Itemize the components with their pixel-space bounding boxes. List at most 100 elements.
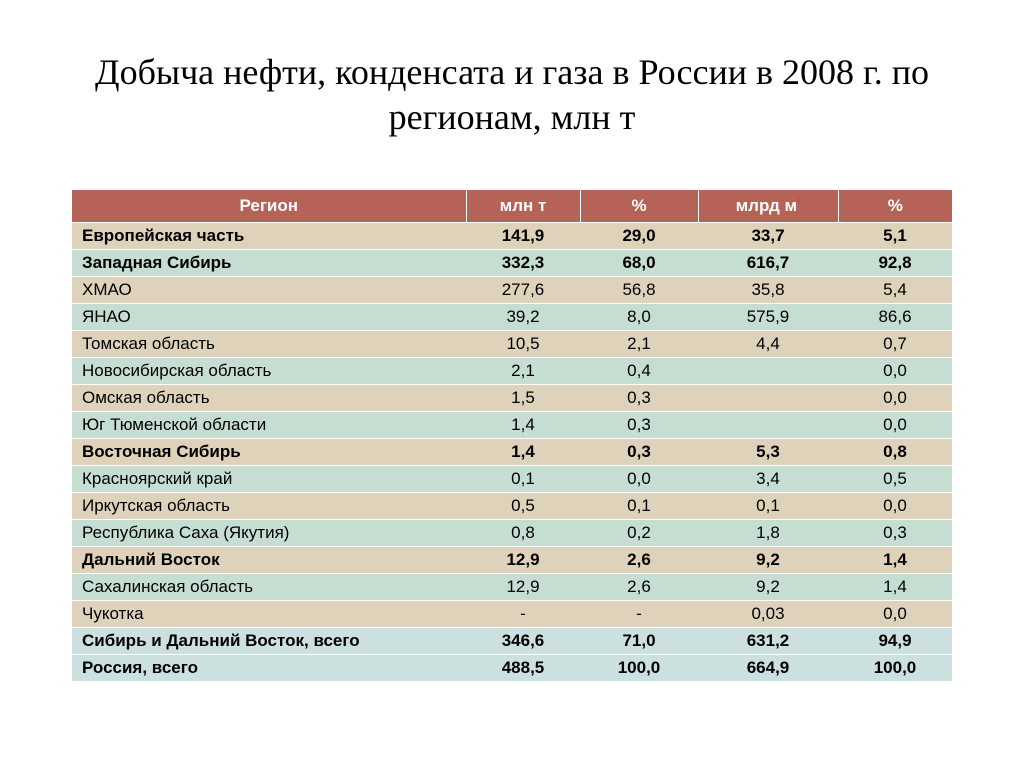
cell-pct1: 8,0 bbox=[580, 304, 698, 331]
cell-region: Дальний Восток bbox=[72, 547, 466, 574]
cell-region: Томская область bbox=[72, 331, 466, 358]
cell-mlrd-m: 9,2 bbox=[698, 574, 838, 601]
cell-region: Западная Сибирь bbox=[72, 250, 466, 277]
cell-mln-t: 488,5 bbox=[466, 655, 580, 682]
cell-pct2: 0,3 bbox=[838, 520, 952, 547]
data-table: Регион млн т % млрд м³ % Европейская час… bbox=[72, 190, 952, 681]
cell-mlrd-m: 3,4 bbox=[698, 466, 838, 493]
cell-pct2: 1,4 bbox=[838, 574, 952, 601]
cell-mln-t: 346,6 bbox=[466, 628, 580, 655]
cell-mlrd-m: 33,7 bbox=[698, 223, 838, 250]
table-row: Европейская часть141,929,033,75,1 bbox=[72, 223, 952, 250]
table-row: Новосибирская область2,10,40,0 bbox=[72, 358, 952, 385]
cell-mln-t: 2,1 bbox=[466, 358, 580, 385]
cell-pct2: 94,9 bbox=[838, 628, 952, 655]
cell-pct2: 92,8 bbox=[838, 250, 952, 277]
cell-pct1: 0,3 bbox=[580, 385, 698, 412]
cell-mln-t: 39,2 bbox=[466, 304, 580, 331]
cell-pct2: 0,5 bbox=[838, 466, 952, 493]
cell-mln-t: - bbox=[466, 601, 580, 628]
cell-mln-t: 1,4 bbox=[466, 439, 580, 466]
cell-region: Иркутская область bbox=[72, 493, 466, 520]
table-row: ЯНАО39,28,0575,986,6 bbox=[72, 304, 952, 331]
cell-mlrd-m: 35,8 bbox=[698, 277, 838, 304]
cell-pct1: 0,1 bbox=[580, 493, 698, 520]
cell-mlrd-m: 9,2 bbox=[698, 547, 838, 574]
cell-pct1: 2,6 bbox=[580, 547, 698, 574]
table-row: Красноярский край0,10,03,40,5 bbox=[72, 466, 952, 493]
col-header-region: Регион bbox=[72, 190, 466, 223]
cell-mlrd-m: 5,3 bbox=[698, 439, 838, 466]
cell-mln-t: 0,5 bbox=[466, 493, 580, 520]
cell-mln-t: 332,3 bbox=[466, 250, 580, 277]
col-header-pct1: % bbox=[580, 190, 698, 223]
table-row: Чукотка--0,030,0 bbox=[72, 601, 952, 628]
cell-pct1: 0,3 bbox=[580, 439, 698, 466]
data-table-wrap: Регион млн т % млрд м³ % Европейская час… bbox=[72, 190, 952, 681]
cell-pct1: 0,3 bbox=[580, 412, 698, 439]
cell-mlrd-m: 4,4 bbox=[698, 331, 838, 358]
cell-mln-t: 1,4 bbox=[466, 412, 580, 439]
cell-mlrd-m: 0,03 bbox=[698, 601, 838, 628]
cell-pct1: 0,2 bbox=[580, 520, 698, 547]
cell-pct1: 29,0 bbox=[580, 223, 698, 250]
cell-region: Омская область bbox=[72, 385, 466, 412]
cell-pct2: 0,0 bbox=[838, 601, 952, 628]
table-row: Республика Саха (Якутия)0,80,21,80,3 bbox=[72, 520, 952, 547]
cell-mln-t: 12,9 bbox=[466, 574, 580, 601]
cell-mln-t: 141,9 bbox=[466, 223, 580, 250]
slide-title: Добыча нефти, конденсата и газа в России… bbox=[62, 50, 962, 140]
col-header-mlrd-m-text: млрд м bbox=[736, 196, 797, 215]
cell-mln-t: 12,9 bbox=[466, 547, 580, 574]
cell-pct1: 68,0 bbox=[580, 250, 698, 277]
cell-pct2: 1,4 bbox=[838, 547, 952, 574]
cell-region: Чукотка bbox=[72, 601, 466, 628]
cell-region: Сахалинская область bbox=[72, 574, 466, 601]
cell-mlrd-m: 1,8 bbox=[698, 520, 838, 547]
cell-pct2: 0,0 bbox=[838, 385, 952, 412]
cubic-exponent: ³ bbox=[797, 196, 800, 207]
cell-mlrd-m: 575,9 bbox=[698, 304, 838, 331]
cell-pct2: 0,0 bbox=[838, 493, 952, 520]
cell-mlrd-m bbox=[698, 412, 838, 439]
cell-region: ЯНАО bbox=[72, 304, 466, 331]
cell-mlrd-m bbox=[698, 358, 838, 385]
cell-mln-t: 0,1 bbox=[466, 466, 580, 493]
cell-mln-t: 0,8 bbox=[466, 520, 580, 547]
table-row: Восточная Сибирь1,40,35,30,8 bbox=[72, 439, 952, 466]
cell-pct2: 86,6 bbox=[838, 304, 952, 331]
cell-pct1: 0,4 bbox=[580, 358, 698, 385]
cell-mlrd-m bbox=[698, 385, 838, 412]
cell-region: Восточная Сибирь bbox=[72, 439, 466, 466]
cell-pct1: 56,8 bbox=[580, 277, 698, 304]
cell-region: Республика Саха (Якутия) bbox=[72, 520, 466, 547]
col-header-mlrd-m: млрд м³ bbox=[698, 190, 838, 223]
table-body: Европейская часть141,929,033,75,1Западна… bbox=[72, 223, 952, 682]
table-row: ХМАО277,656,835,85,4 bbox=[72, 277, 952, 304]
table-row: Сибирь и Дальний Восток, всего346,671,06… bbox=[72, 628, 952, 655]
cell-mln-t: 1,5 bbox=[466, 385, 580, 412]
cell-region: Европейская часть bbox=[72, 223, 466, 250]
table-row: Западная Сибирь332,368,0616,792,8 bbox=[72, 250, 952, 277]
cell-pct2: 0,7 bbox=[838, 331, 952, 358]
table-row: Томская область10,52,14,40,7 bbox=[72, 331, 952, 358]
cell-pct1: 2,1 bbox=[580, 331, 698, 358]
cell-mln-t: 10,5 bbox=[466, 331, 580, 358]
table-row: Дальний Восток12,92,69,21,4 bbox=[72, 547, 952, 574]
cell-region: ХМАО bbox=[72, 277, 466, 304]
cell-pct1: 100,0 bbox=[580, 655, 698, 682]
table-row: Сахалинская область12,92,69,21,4 bbox=[72, 574, 952, 601]
cell-region: Россия, всего bbox=[72, 655, 466, 682]
table-row: Омская область1,50,3 0,0 bbox=[72, 385, 952, 412]
table-row: Иркутская область0,50,10,10,0 bbox=[72, 493, 952, 520]
cell-pct2: 0,0 bbox=[838, 412, 952, 439]
cell-region: Сибирь и Дальний Восток, всего bbox=[72, 628, 466, 655]
cell-pct1: - bbox=[580, 601, 698, 628]
cell-region: Юг Тюменской области bbox=[72, 412, 466, 439]
cell-pct2: 0,8 bbox=[838, 439, 952, 466]
table-header-row: Регион млн т % млрд м³ % bbox=[72, 190, 952, 223]
col-header-pct2: % bbox=[838, 190, 952, 223]
cell-pct1: 2,6 bbox=[580, 574, 698, 601]
cell-pct2: 5,4 bbox=[838, 277, 952, 304]
cell-pct2: 5,1 bbox=[838, 223, 952, 250]
